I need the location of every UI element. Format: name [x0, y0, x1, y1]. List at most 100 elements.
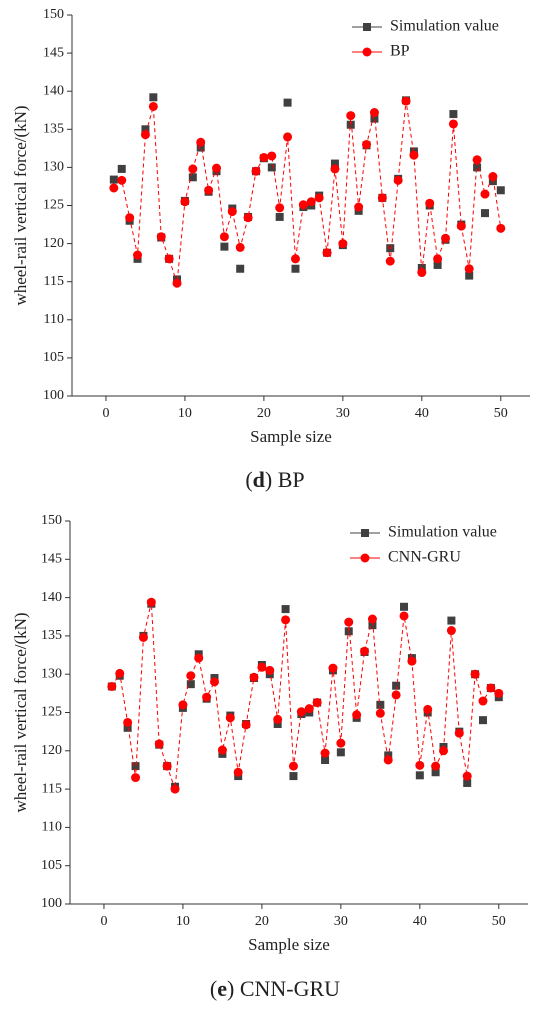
- y-tick-label: 115: [44, 274, 64, 289]
- marker-circle: [133, 250, 143, 260]
- y-tick-label: 110: [42, 820, 62, 835]
- marker-circle: [383, 755, 393, 765]
- marker-circle: [275, 203, 285, 213]
- marker-circle: [336, 738, 346, 748]
- marker-square: [196, 143, 205, 152]
- x-tick-label: 30: [336, 406, 350, 421]
- marker-square: [400, 602, 409, 611]
- y-tick-label: 120: [41, 743, 62, 758]
- marker-circle: [212, 163, 222, 173]
- marker-circle: [196, 137, 206, 147]
- marker-circle: [188, 164, 198, 174]
- marker-square: [186, 680, 195, 689]
- legend-label: Simulation value: [388, 524, 497, 541]
- marker-square: [344, 627, 353, 636]
- marker-square: [368, 621, 377, 630]
- legend-square: [363, 23, 371, 31]
- marker-circle: [146, 597, 156, 607]
- marker-circle: [288, 761, 298, 771]
- marker-square: [370, 114, 379, 123]
- marker-square: [273, 719, 282, 728]
- marker-circle: [377, 193, 387, 203]
- marker-circle: [140, 130, 150, 140]
- legend-label: CNN-GRU: [388, 549, 461, 566]
- marker-circle: [154, 739, 164, 749]
- marker-square: [480, 209, 489, 218]
- marker-square: [281, 605, 290, 614]
- marker-square: [384, 751, 393, 760]
- marker-circle: [249, 672, 259, 682]
- marker-square: [376, 700, 385, 709]
- marker-circle: [131, 773, 141, 783]
- marker-circle: [496, 223, 506, 233]
- marker-square: [123, 723, 132, 732]
- caption-part: ) CNN-GRU: [227, 976, 340, 1001]
- marker-circle: [375, 708, 385, 718]
- x-tick-label: 50: [494, 406, 508, 421]
- marker-square: [496, 186, 505, 195]
- marker-circle: [233, 767, 243, 777]
- marker-square: [141, 125, 150, 134]
- marker-circle: [480, 189, 490, 199]
- x-tick-label: 0: [100, 914, 107, 929]
- marker-circle: [464, 264, 474, 274]
- marker-square: [415, 771, 424, 780]
- marker-square: [236, 264, 245, 273]
- marker-circle: [290, 254, 300, 264]
- y-tick-label: 130: [41, 666, 62, 681]
- marker-square: [447, 616, 456, 625]
- x-tick-label: 0: [102, 406, 109, 421]
- marker-circle: [409, 150, 419, 160]
- marker-circle: [417, 268, 427, 278]
- marker-circle: [170, 784, 180, 794]
- y-tick-label: 130: [43, 160, 64, 175]
- y-tick-label: 100: [41, 896, 62, 911]
- marker-circle: [117, 175, 127, 185]
- marker-circle: [423, 704, 433, 714]
- x-axis-title: Sample size: [250, 427, 332, 446]
- caption: (e) CNN-GRU: [210, 976, 340, 1001]
- marker-circle: [178, 700, 188, 710]
- marker-circle: [148, 101, 158, 111]
- marker-circle: [217, 745, 227, 755]
- marker-square: [346, 120, 355, 129]
- marker-circle: [462, 771, 472, 781]
- marker-square: [463, 778, 472, 787]
- marker-circle: [186, 671, 196, 681]
- marker-circle: [407, 656, 417, 666]
- marker-square: [267, 163, 276, 172]
- marker-circle: [346, 111, 356, 121]
- marker-circle: [494, 688, 504, 698]
- marker-circle: [156, 232, 166, 242]
- y-tick-label: 150: [43, 7, 64, 22]
- marker-square: [431, 768, 440, 777]
- marker-square: [478, 716, 487, 725]
- y-tick-label: 150: [41, 513, 62, 528]
- marker-circle: [273, 714, 283, 724]
- marker-circle: [162, 761, 172, 771]
- marker-circle: [385, 256, 395, 266]
- marker-circle: [180, 197, 190, 207]
- marker-circle: [367, 614, 377, 624]
- marker-circle: [369, 108, 379, 118]
- marker-square: [330, 159, 339, 168]
- marker-circle: [439, 746, 449, 756]
- marker-square: [117, 164, 126, 173]
- marker-square: [321, 755, 330, 764]
- marker-square: [283, 98, 292, 107]
- marker-circle: [227, 207, 237, 217]
- y-tick-label: 135: [41, 628, 62, 643]
- marker-circle: [204, 185, 214, 195]
- marker-circle: [448, 119, 458, 129]
- marker-circle: [257, 662, 267, 672]
- marker-square: [465, 271, 474, 280]
- marker-circle: [210, 677, 220, 687]
- marker-circle: [433, 254, 443, 264]
- marker-circle: [115, 668, 125, 678]
- marker-square: [109, 175, 118, 184]
- marker-circle: [338, 239, 348, 249]
- marker-circle: [202, 692, 212, 702]
- y-tick-label: 105: [41, 858, 62, 873]
- marker-circle: [425, 198, 435, 208]
